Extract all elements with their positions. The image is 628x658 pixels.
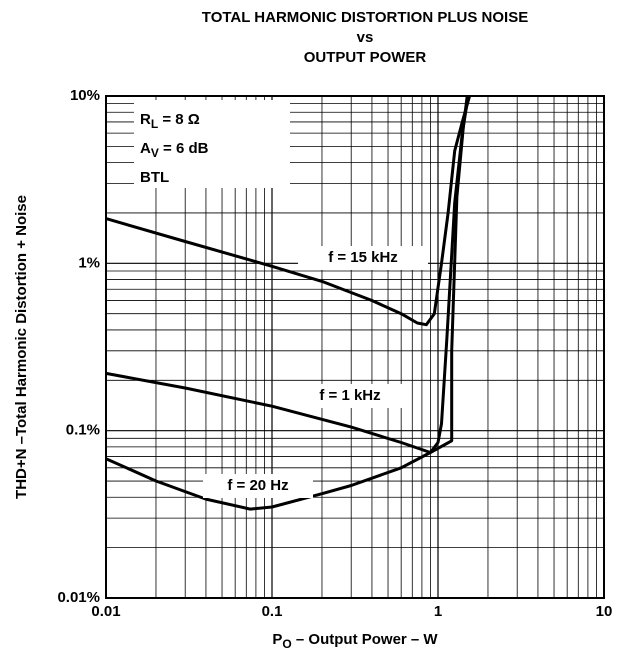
series-label: f = 1 kHz	[319, 387, 380, 404]
series-label: f = 20 Hz	[227, 477, 288, 494]
series-label-box	[295, 384, 405, 408]
y-axis-label: THD+N –Total Harmonic Distortion + Noise	[13, 195, 30, 499]
y-tick-label: 10%	[70, 87, 100, 104]
annotation-box	[134, 100, 290, 188]
annotation: RL = 8 Ω	[140, 111, 200, 131]
annotation-sub: V	[151, 146, 159, 160]
y-tick-label: 1%	[78, 254, 100, 271]
x-axis-label: PO – Output Power – W	[272, 631, 438, 651]
x-axis-label-sub: O	[282, 637, 291, 651]
y-tick-label: 0.01%	[57, 589, 100, 606]
annotation: AV = 6 dB	[140, 140, 209, 160]
data-line	[105, 95, 469, 511]
series-label-box	[298, 246, 428, 270]
x-tick-label: 0.01	[91, 603, 120, 620]
x-tick-label: 10	[596, 603, 613, 620]
plot-frame	[105, 95, 605, 599]
annotation-sub: L	[151, 117, 158, 131]
chart-title: TOTAL HARMONIC DISTORTION PLUS NOISE	[202, 9, 528, 26]
chart-title: OUTPUT POWER	[304, 49, 427, 66]
annotation-rest: = 6 dB	[159, 140, 209, 157]
series-label: f = 15 kHz	[328, 249, 398, 266]
x-axis-label-rest: – Output Power – W	[292, 631, 439, 648]
data-line	[105, 95, 472, 327]
annotation: BTL	[140, 169, 169, 186]
annotation-main: A	[140, 140, 151, 157]
chart-title: vs	[357, 29, 374, 46]
series-label-box	[203, 474, 313, 498]
annotation-main: BTL	[140, 169, 169, 186]
x-tick-label: 1	[434, 603, 442, 620]
x-tick-label: 0.1	[262, 603, 283, 620]
y-tick-label: 0.1%	[66, 422, 100, 439]
x-axis-label-main: P	[272, 631, 282, 648]
annotation-main: R	[140, 111, 151, 128]
annotation-rest: = 8 Ω	[158, 111, 200, 128]
